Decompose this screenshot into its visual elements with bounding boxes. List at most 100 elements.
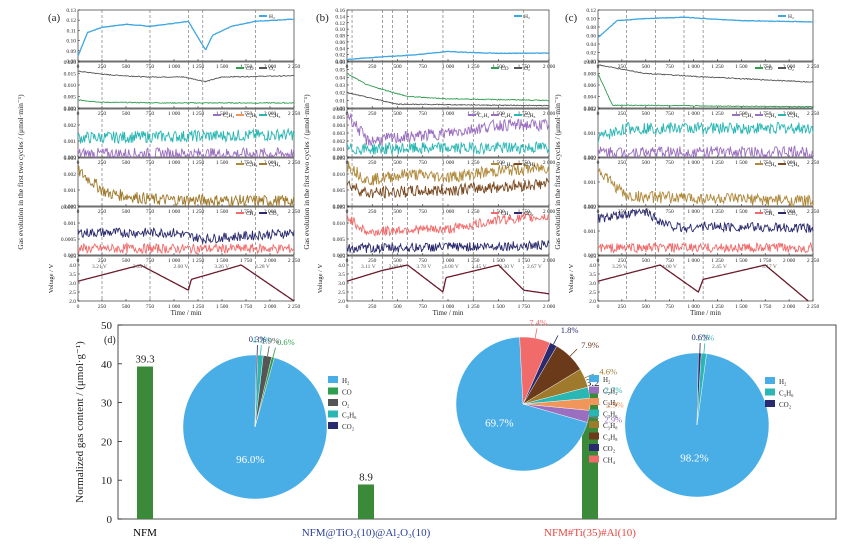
pie-legend-label: CO₂ (779, 401, 792, 409)
y-tick-label: 0.015 (64, 72, 77, 78)
x-tick-label: 0 (597, 304, 600, 310)
y-tick-label: 30 (101, 398, 113, 410)
pie-legend-label: CH₄ (603, 457, 616, 465)
legend-label: H₂ (524, 14, 530, 20)
y-tick-label: 2.0 (338, 299, 345, 305)
legend-label: O₂ (269, 66, 275, 72)
x-tick-label: 1 500 (216, 304, 229, 310)
y-tick-label: 0.010 (333, 221, 346, 227)
pie-leader-line (569, 348, 578, 357)
x-tick-label: 1 000 (442, 304, 455, 310)
pie-legend-swatch (328, 399, 338, 406)
x-tick-label: 1 000 (687, 111, 700, 117)
x-tick-label: 1 250 (711, 209, 724, 215)
legend-label: CH₄ (246, 211, 256, 217)
pie-leader-line (260, 345, 262, 356)
x-tick-label: 1 000 (442, 160, 455, 166)
x-tick-label: 1 000 (687, 160, 700, 166)
pie-legend-swatch (328, 422, 338, 429)
x-tick-label: 1 500 (735, 111, 748, 117)
voltage-annotation: 3.17 V (762, 264, 777, 270)
x-tick-label: 2 250 (288, 304, 301, 310)
y-tick-label: 0.0015 (61, 205, 76, 211)
series-line-O₂ (77, 70, 295, 83)
pie-legend-swatch (765, 400, 775, 407)
x-tick-label: 250 (618, 160, 627, 166)
y-tick-label: 2.0 (589, 299, 596, 305)
y-tick-label: 0.003 (64, 156, 77, 162)
y-tick-label: 0.002 (584, 156, 597, 162)
x-tick-label: 1 000 (168, 111, 181, 117)
x-tick-label: 1 500 (735, 258, 748, 264)
x-tick-label: 0 (346, 304, 349, 310)
voltage-axis-label: Voltage / V (568, 264, 575, 294)
legend-label: C₄H₈ (269, 162, 281, 168)
x-axis-title: Time / min (433, 309, 464, 317)
voltage-annotation: 3.30 V (389, 264, 404, 270)
y-tick-label: 0.00 (335, 59, 345, 65)
voltage-annotation: 3.11 V (361, 264, 376, 270)
y-tick-label: 0.000 (333, 204, 346, 210)
pie-2: 98.2% 1.2%0.6% H₂ C₃H₆ CO₂ (624, 332, 794, 498)
pie-value-label: 1.8% (561, 325, 579, 335)
y-tick-label: 0 (107, 514, 113, 526)
legend-label: C₃H₈ (765, 162, 777, 168)
legend-label: C₃H₆ (788, 113, 800, 119)
y-tick-label: 3.0 (338, 281, 345, 287)
y-tick-label: 0.000 (584, 155, 597, 161)
y-tick-label: 0.000 (64, 204, 77, 210)
category-label: NFM@TiO₂(10)@Al₂O₃(10) (302, 527, 431, 539)
x-tick-label: 1 500 (216, 160, 229, 166)
x-tick-label: 500 (122, 111, 131, 117)
x-tick-label: 1 750 (759, 160, 772, 166)
y-tick-label: 0.000 (584, 253, 597, 259)
legend-label: C₃H₈ (501, 162, 513, 168)
legend-label: CO₂ (788, 211, 798, 217)
series-line-C₃H₆ (346, 140, 550, 156)
x-tick-label: 1 250 (192, 64, 205, 70)
x-tick-label: 2 000 (783, 64, 796, 70)
subplot-frame (597, 9, 814, 62)
series-line-CO₂ (597, 208, 814, 233)
pie-legend-swatch (328, 376, 338, 383)
bar-plot-frame (117, 324, 837, 520)
y-axis-title: Gas evolution in the first two cycles / … (16, 94, 25, 250)
subplot-frame (597, 255, 814, 302)
series-line-CH₄ (346, 212, 550, 237)
y-tick-label: 0.005 (333, 237, 346, 243)
x-tick-label: 1 250 (192, 160, 205, 166)
y-tick-label: 0.010 (333, 172, 346, 178)
y-tick-label: 0.02 (335, 91, 345, 97)
x-tick-label: 750 (146, 304, 155, 310)
voltage-axis-label: Voltage / V (317, 264, 324, 294)
x-tick-label: 2 000 (543, 304, 556, 310)
y-tick-label: 0.004 (584, 95, 597, 101)
pie-legend-swatch (589, 421, 599, 428)
x-tick-label: 1 250 (192, 209, 205, 215)
y-tick-label: 0.005 (64, 95, 77, 101)
y-tick-label: 0.015 (333, 205, 346, 211)
x-tick-label: 750 (666, 64, 675, 70)
subplot-frame (77, 108, 295, 158)
x-tick-label: 750 (419, 64, 428, 70)
pie-legend-swatch (589, 375, 599, 382)
pie-legend-label: CO₂ (603, 445, 616, 453)
x-tick-label: 750 (419, 160, 428, 166)
y-tick-label: 0.08 (335, 34, 345, 40)
y-tick-label: 0.001 (64, 139, 77, 145)
y-tick-label: 0.12 (586, 8, 596, 14)
x-tick-label: 500 (122, 209, 131, 215)
x-tick-label: 750 (419, 111, 428, 117)
pie-leader-line (588, 416, 599, 419)
x-tick-label: 2 000 (264, 160, 277, 166)
series-line-CO₂ (77, 227, 295, 244)
series-line-C₄H₈ (77, 165, 295, 208)
x-tick-label: 250 (618, 64, 627, 70)
pie-slice-CH₄ (519, 336, 551, 405)
subplot-frame (77, 255, 295, 302)
y-axis-title: Normalized gas content / (μmol·g⁻¹) (74, 341, 86, 503)
y-tick-label: 0.001 (584, 131, 597, 137)
y-tick-label: 0.001 (64, 188, 77, 194)
